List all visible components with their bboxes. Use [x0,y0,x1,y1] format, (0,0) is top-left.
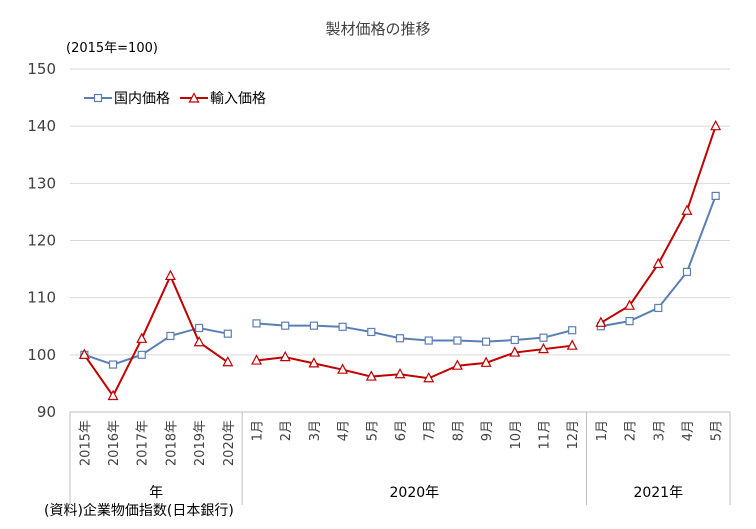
x-tick-label: 6月 [394,420,409,441]
x-tick-label: 11月 [537,420,552,450]
x-tick-label: 1月 [251,420,266,441]
data-point-domestic [223,329,232,338]
y-tick-label: 110 [27,289,56,307]
data-point-import [624,299,636,310]
data-point-domestic [711,191,720,201]
x-tick-label: 1月 [595,420,610,441]
data-point-domestic [338,322,347,331]
data-point-domestic [195,323,204,333]
group-label: 年 [149,485,163,501]
data-point-domestic [252,319,261,328]
data-point-import [365,370,377,381]
group-label: 2020年 [390,485,440,501]
data-point-import [595,316,607,327]
data-point-domestic [453,336,462,345]
x-tick-label: 3月 [308,420,323,441]
data-point-domestic [510,335,519,345]
x-tick-label: 2018年 [164,420,179,466]
x-tick-label: 2016年 [107,420,122,466]
data-point-import [394,367,406,379]
data-point-import [451,359,463,370]
x-tick-label: 12月 [566,420,581,450]
x-tick-label: 2月 [279,420,294,441]
legend-item-domestic: 国内価格 [84,88,170,108]
series-line-import [83,273,229,398]
data-point-import [537,342,549,354]
group-label: 2021年 [633,485,683,501]
data-point-domestic [309,321,319,330]
data-point-domestic [654,303,663,313]
x-tick-label: 7月 [423,420,438,441]
y-tick-label: 100 [27,346,56,364]
data-point-import [710,119,722,131]
data-point-domestic [281,321,290,330]
data-point-domestic [625,317,634,326]
x-tick-label: 3月 [652,420,667,441]
data-point-import [509,346,521,357]
data-point-domestic [108,360,118,369]
x-tick-label: 4月 [337,420,352,441]
series-line-domestic [84,326,229,366]
unit-label: (2015年=100) [66,41,158,56]
data-point-domestic [682,267,692,277]
data-point-domestic [367,327,376,337]
legend-label-domestic: 国内価格 [114,91,170,107]
series-line-import [256,344,573,380]
x-tick-label: 2015年 [78,420,93,466]
y-tick-label: 150 [27,60,56,78]
x-tick-label: 5月 [365,420,380,441]
data-point-import [681,204,693,215]
x-tick-label: 8月 [451,420,466,441]
data-point-import [308,357,320,368]
data-point-import [279,350,291,362]
data-point-import [222,355,234,367]
data-point-domestic [539,333,548,342]
data-point-import [193,335,205,347]
data-point-import [337,363,349,374]
chart-title: 製材価格の推移 [325,20,431,38]
series-line-import [600,125,717,324]
data-point-import [107,389,119,401]
data-point-domestic [166,331,175,341]
x-tick-label: 2020年 [222,420,237,466]
x-tick-label: 10月 [509,420,524,450]
data-point-import [251,354,263,365]
x-tick-label: 9月 [480,420,495,441]
data-point-domestic [481,337,491,346]
data-point-domestic [137,350,146,359]
data-point-import [78,348,90,359]
x-tick-label: 2月 [624,420,639,441]
x-tick-label: 2019年 [193,420,208,466]
y-tick-label: 130 [27,174,56,192]
x-tick-label: 4月 [681,420,696,441]
data-point-domestic [424,336,433,345]
y-tick-label: 120 [27,232,56,250]
data-point-import [480,356,492,367]
legend-item-import: 輸入価格 [180,88,266,108]
legend-label-import: 輸入価格 [210,91,266,107]
data-point-domestic [395,334,405,343]
legend: 国内価格 輸入価格 [84,88,276,108]
data-point-import [164,269,176,281]
series-line-domestic [256,322,573,343]
data-point-import [566,339,578,350]
x-tick-label: 2017年 [136,420,151,466]
legend-swatch-import [180,92,208,103]
y-tick-label: 140 [27,117,56,135]
legend-swatch-domestic [84,93,112,103]
data-point-import [423,371,435,383]
data-point-import [652,257,664,269]
source-note: (資料)企業物価指数(日本銀行) [44,503,234,519]
x-tick-label: 5月 [710,420,725,441]
data-point-import [136,332,148,343]
data-point-domestic [568,326,577,335]
y-tick-label: 90 [37,403,56,421]
